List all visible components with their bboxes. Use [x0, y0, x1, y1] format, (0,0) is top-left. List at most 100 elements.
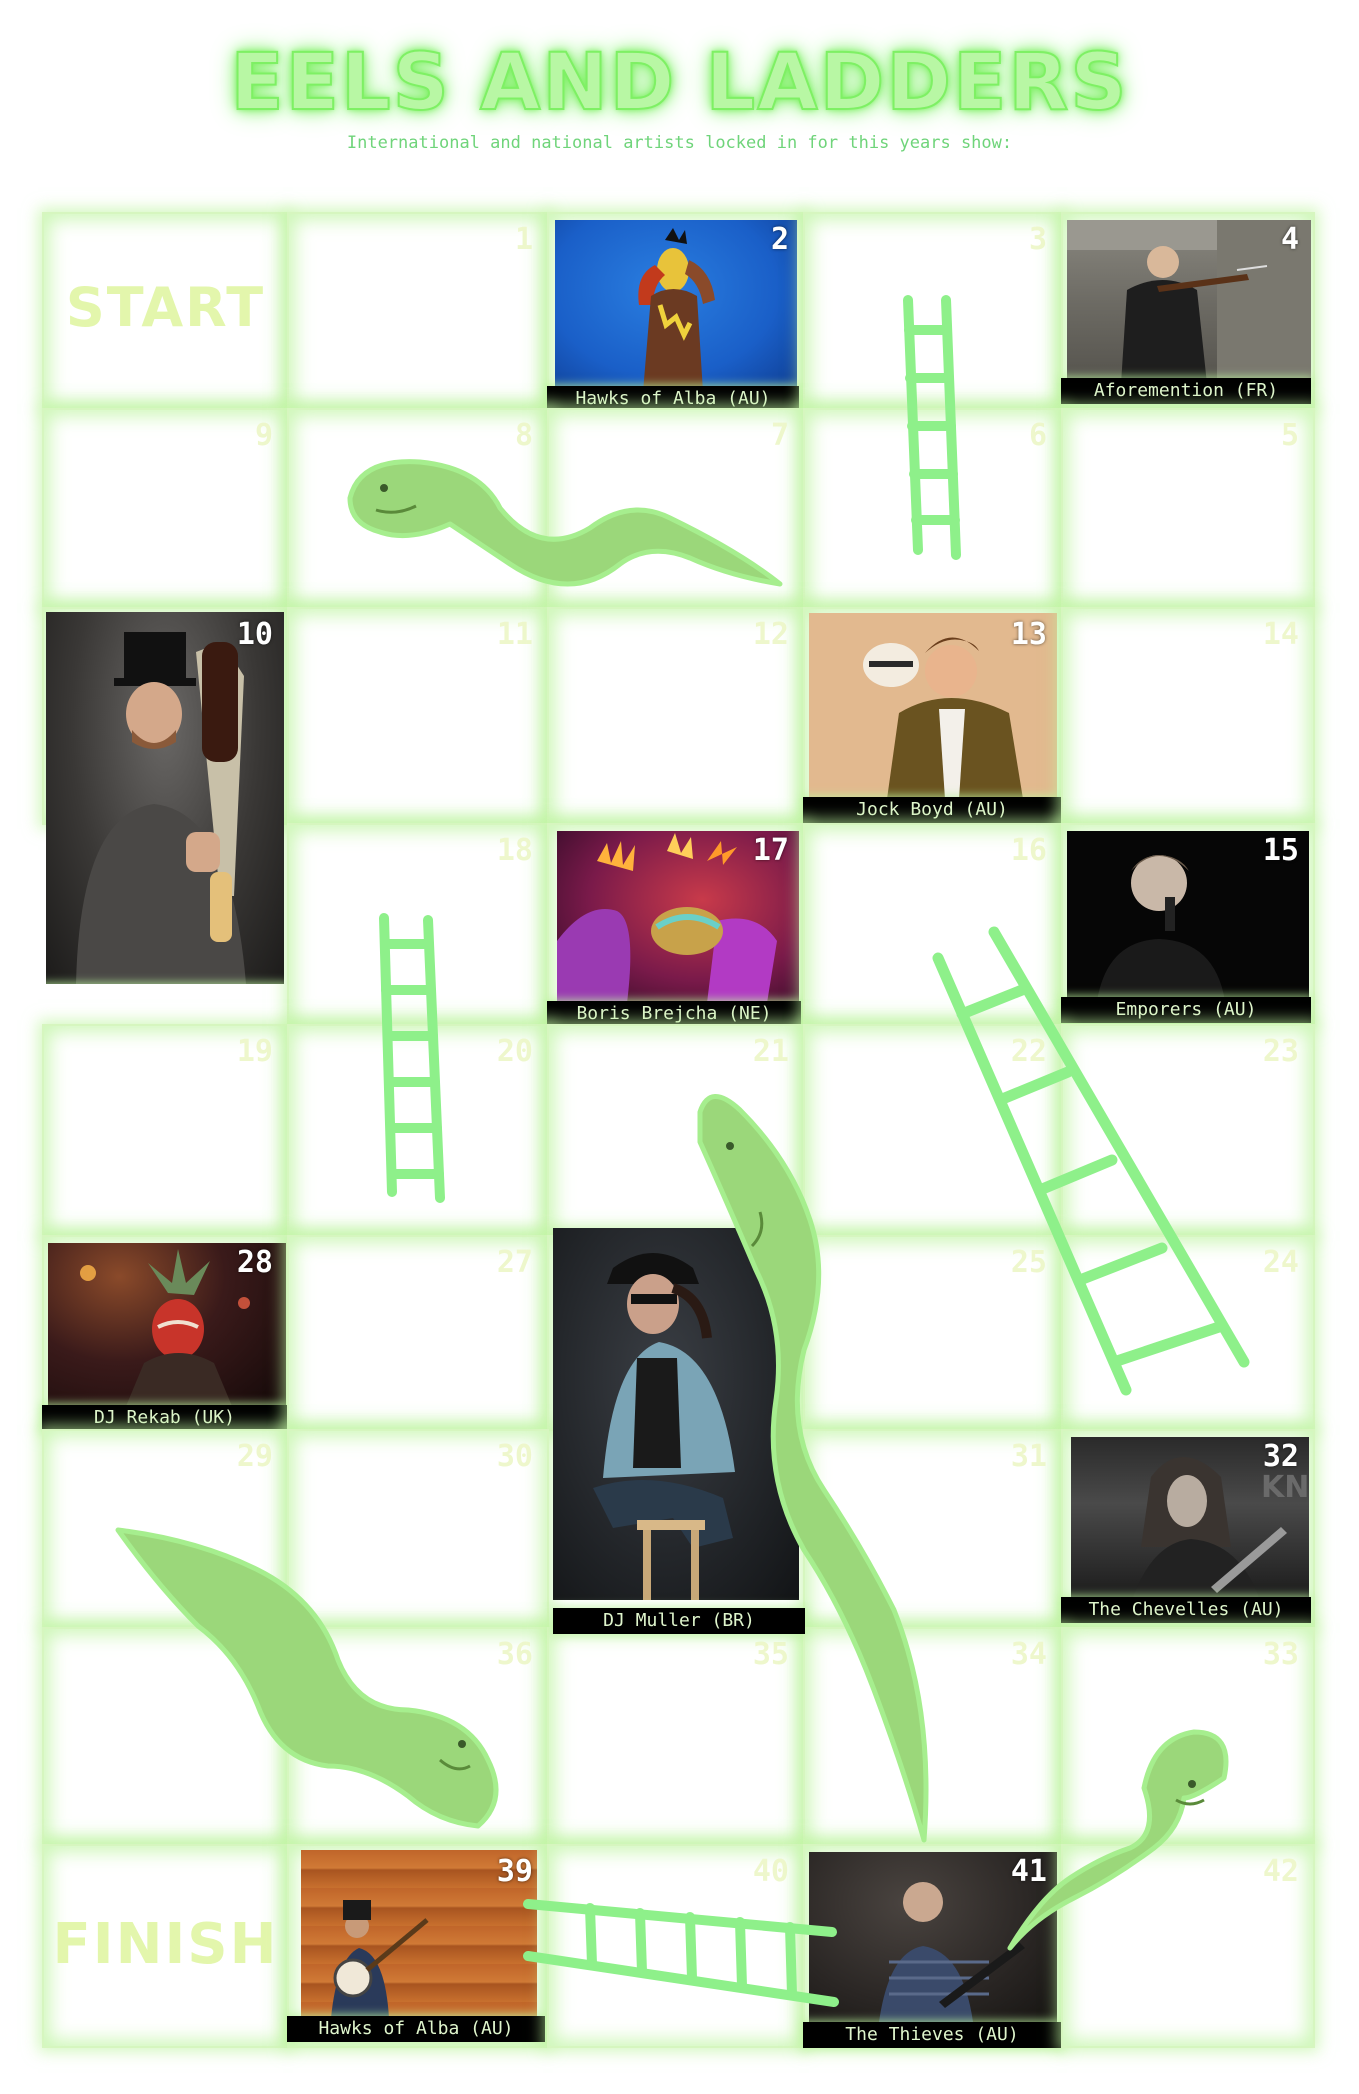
cell-number: 40 — [752, 1854, 789, 1889]
cell-number: 6 — [1028, 418, 1047, 453]
board-cell-5: 5 — [1061, 408, 1315, 609]
cell-number: 2 — [770, 222, 789, 257]
board-cell-37: 37 — [42, 1627, 289, 1846]
board-cell-20: 20 — [287, 1024, 549, 1237]
cell-number: 5 — [1280, 418, 1299, 453]
cell-number: 7 — [770, 418, 789, 453]
cell-number: 27 — [496, 1245, 533, 1280]
cell-number: 31 — [1010, 1439, 1047, 1474]
artist-name-label: The Thieves (AU) — [803, 2022, 1061, 2048]
cell-number: 39 — [496, 1854, 533, 1889]
cell-number: 42 — [1262, 1854, 1299, 1889]
cell-number: 28 — [236, 1245, 273, 1280]
board-cell-15[interactable]: 15 Emporers (AU) — [1061, 823, 1315, 1026]
page-title: EELS AND LADDERS — [229, 37, 1129, 129]
artist-photo — [301, 1850, 537, 2018]
cell-number: 12 — [752, 617, 789, 652]
cell-number: 20 — [496, 1034, 533, 1069]
board-cell-6: 6 — [803, 408, 1063, 609]
cell-number: 26 — [752, 1245, 789, 1280]
artist-photo-26[interactable] — [553, 1228, 799, 1600]
cell-number: 37 — [236, 1637, 273, 1672]
cell-number: 18 — [496, 833, 533, 868]
cell-number: 35 — [752, 1637, 789, 1672]
board-cell-19: 19 — [42, 1024, 289, 1237]
cell-number: 1 — [514, 222, 533, 257]
board-cell-28[interactable]: 28 DJ Rekab (UK) — [42, 1235, 289, 1431]
artist-name-label: Hawks of Alba (AU) — [287, 2016, 545, 2042]
artist-photo — [557, 831, 799, 1003]
cell-number: 25 — [1010, 1245, 1047, 1280]
board-cell-32[interactable]: KN 32 The Chevelles (AU) — [1061, 1429, 1315, 1629]
artist-photo — [809, 613, 1057, 799]
board-cell-31: 31 — [803, 1429, 1063, 1629]
artist-name-label-26: DJ Muller (BR) — [553, 1608, 805, 1634]
board-cell-27: 27 — [287, 1235, 549, 1431]
board-cell-16: 16 — [803, 823, 1063, 1026]
cell-number: 32 — [1262, 1439, 1299, 1474]
artist-name-label: DJ Rekab (UK) — [42, 1405, 287, 1431]
board-cell-18: 18 — [287, 823, 549, 1026]
artist-name-label: The Chevelles (AU) — [1061, 1597, 1311, 1623]
cell-number: 10 — [236, 617, 273, 652]
board-cell-39[interactable]: 39 Hawks of Alba (AU) — [287, 1844, 549, 2048]
cell-number: 34 — [1010, 1637, 1047, 1672]
board-cell-9: 9 — [42, 408, 289, 609]
artist-photo — [555, 220, 797, 392]
cell-number: 9 — [254, 418, 273, 453]
board-cell-36: 36 — [287, 1627, 549, 1846]
cell-number: 21 — [752, 1034, 789, 1069]
board-cell-35: 35 — [547, 1627, 805, 1846]
board-cell-42: 42 — [1061, 1844, 1315, 2048]
board-cell-finish: FINISH — [42, 1844, 289, 2048]
cell-number: 11 — [496, 617, 533, 652]
artist-name-label: Boris Brejcha (NE) — [547, 1001, 801, 1027]
cell-number: 22 — [1010, 1034, 1047, 1069]
artist-name-label: Jock Boyd (AU) — [803, 797, 1061, 823]
artist-name-label: Emporers (AU) — [1061, 997, 1311, 1023]
board-cell-11: 11 — [287, 607, 549, 825]
svg-text:KN: KN — [1261, 1470, 1309, 1505]
cell-number: 14 — [1262, 617, 1299, 652]
artist-photo — [1067, 220, 1311, 384]
cell-number: 19 — [236, 1034, 273, 1069]
artist-name-label: Aforemention (FR) — [1061, 378, 1311, 404]
board-cell-4[interactable]: 4 Aforemention (FR) — [1061, 212, 1315, 410]
artist-photo-10[interactable]: Peter McKinnon (EU) — [46, 612, 284, 984]
page-subtitle: International and national artists locke… — [346, 133, 1013, 153]
board-cell-23: 23 — [1061, 1024, 1315, 1237]
artist-photo — [48, 1243, 286, 1411]
board-cell-41[interactable]: 41 The Thieves (AU) — [803, 1844, 1063, 2048]
cell-number: 8 — [514, 418, 533, 453]
board-cell-29: 29 — [42, 1429, 289, 1629]
board-cell-13[interactable]: 13 Jock Boyd (AU) — [803, 607, 1063, 825]
finish-label: FINISH — [52, 1912, 279, 1977]
board-cell-2[interactable]: 2 Hawks of Alba (AU) — [547, 212, 805, 412]
artist-photo: KN — [1071, 1437, 1309, 1603]
board-cell-1: 1 — [287, 212, 549, 410]
board-cell-17[interactable]: 17 Boris Brejcha (NE) — [547, 823, 805, 1027]
cell-number: 36 — [496, 1637, 533, 1672]
board-cell-8: 8 — [287, 408, 549, 609]
cell-number: 15 — [1262, 833, 1299, 868]
cell-number: 4 — [1280, 222, 1299, 257]
cell-number: 29 — [236, 1439, 273, 1474]
board-cell-start: START — [42, 212, 289, 410]
artist-name-label: Hawks of Alba (AU) — [547, 386, 799, 412]
cell-number: 16 — [1010, 833, 1047, 868]
board-cell-25: 25 — [803, 1235, 1063, 1431]
cell-number: 30 — [496, 1439, 533, 1474]
board-cell-14: 14 — [1061, 607, 1315, 825]
board-cell-21: 21 — [547, 1024, 805, 1237]
board-cell-33: 33 — [1061, 1627, 1315, 1846]
board-cell-7: 7 — [547, 408, 805, 609]
cell-number: 13 — [1010, 617, 1047, 652]
board-cell-12: 12 — [547, 607, 805, 825]
board-cell-3: 3 — [803, 212, 1063, 410]
cell-number: 3 — [1028, 222, 1047, 257]
cell-number: 23 — [1262, 1034, 1299, 1069]
board-cell-40: 40 — [547, 1844, 805, 2048]
board-cell-30: 30 — [287, 1429, 549, 1629]
cell-number: 33 — [1262, 1637, 1299, 1672]
